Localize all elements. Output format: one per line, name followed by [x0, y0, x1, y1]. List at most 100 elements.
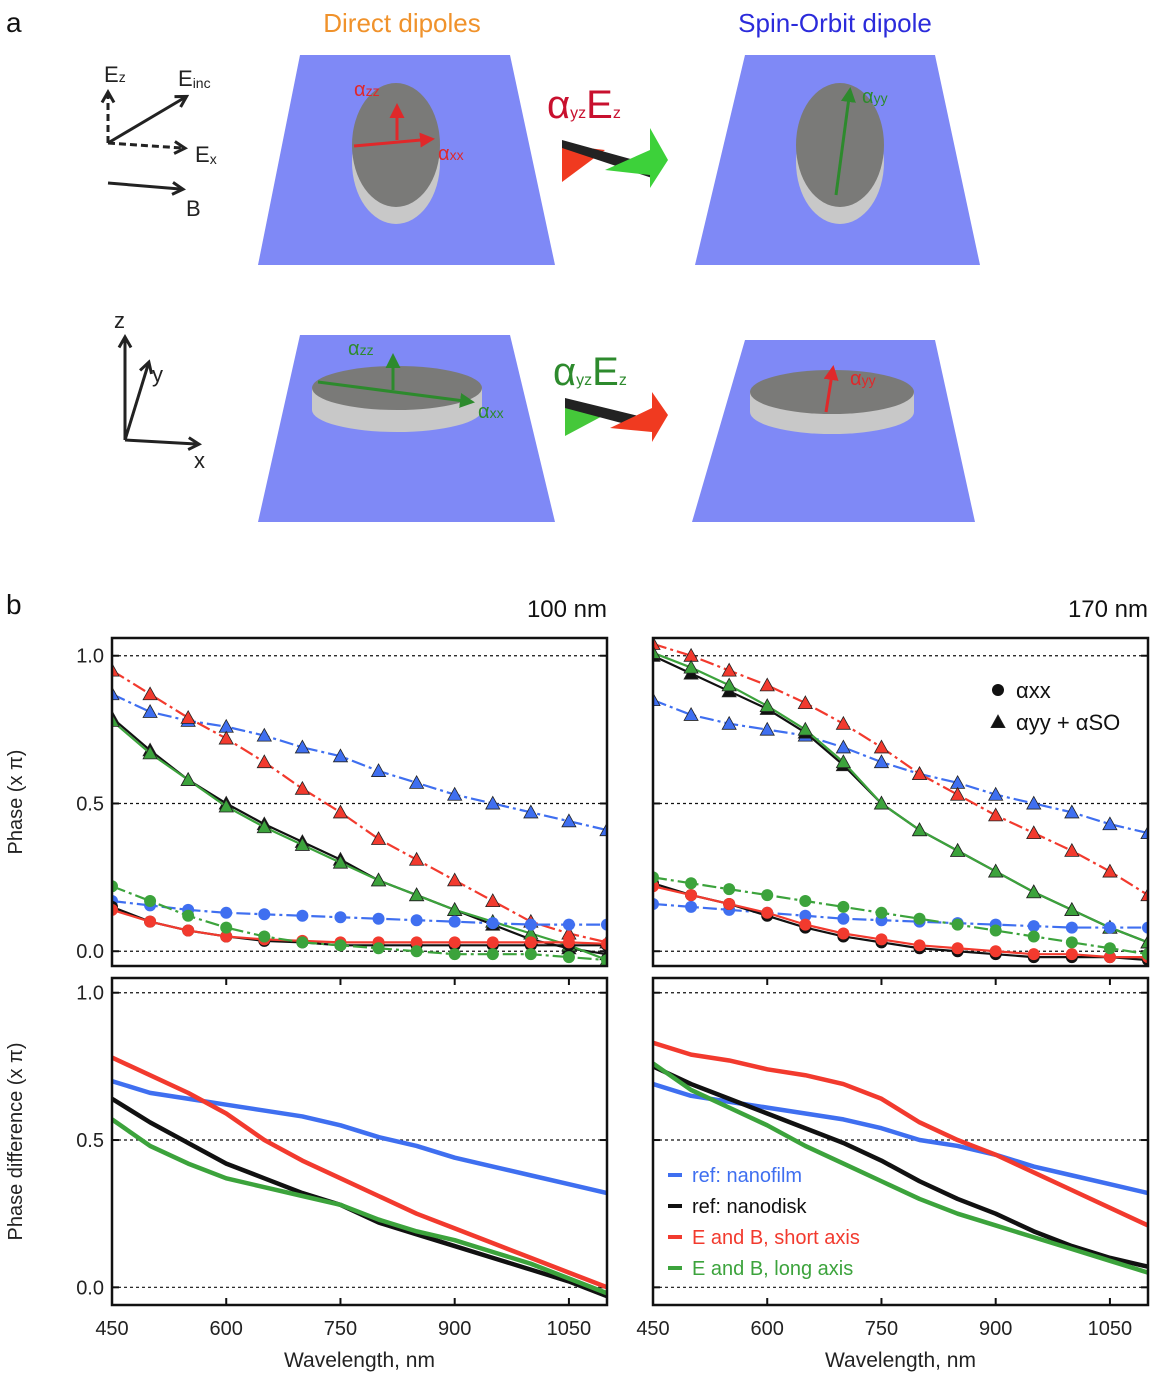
- data-point: [256, 727, 272, 742]
- dipole-label: αzz: [348, 338, 374, 360]
- data-point: [683, 707, 699, 721]
- data-point: [561, 813, 577, 828]
- y-tick-label: 0.0: [76, 941, 104, 963]
- data-point: [370, 872, 387, 887]
- x-axis-label: Wavelength, nm: [825, 1349, 976, 1372]
- data-point: [144, 915, 157, 928]
- data-point: [1103, 921, 1116, 934]
- data-point: [989, 945, 1002, 958]
- data-point: [837, 927, 850, 940]
- plot-frame: [110, 636, 609, 968]
- plot-area: [653, 1040, 1148, 1275]
- data-point: [685, 900, 698, 913]
- data-point: [797, 695, 813, 710]
- data-point: [486, 948, 499, 961]
- data-point: [142, 686, 158, 701]
- data-point: [256, 754, 272, 769]
- data-point: [721, 677, 737, 692]
- data-point: [218, 730, 234, 745]
- data-point: [486, 936, 499, 949]
- data-point: [911, 766, 928, 780]
- data-point: [294, 739, 311, 754]
- data-point: [562, 951, 575, 964]
- data-point: [913, 912, 926, 925]
- data-point: [332, 748, 349, 763]
- data-point: [1027, 920, 1040, 933]
- y-tick-label: 1.0: [76, 983, 104, 1005]
- series-line: [112, 1117, 607, 1296]
- data-point: [523, 804, 539, 819]
- x-tick-label: 900: [979, 1318, 1012, 1340]
- data-point: [220, 930, 233, 943]
- data-point: [258, 908, 271, 921]
- data-point: [447, 872, 463, 887]
- data-point: [1140, 825, 1148, 840]
- data-point: [835, 754, 852, 769]
- data-point: [180, 709, 196, 724]
- data-point: [988, 863, 1004, 878]
- data-point: [759, 721, 775, 736]
- data-point: [721, 715, 737, 730]
- data-point: [332, 854, 349, 869]
- data-point: [296, 909, 309, 922]
- data-point: [410, 914, 423, 927]
- data-point: [1026, 825, 1042, 840]
- data-point: [112, 686, 120, 701]
- data-point: [332, 804, 349, 819]
- data-point: [988, 807, 1004, 822]
- data-point: [112, 880, 118, 893]
- data-point: [562, 918, 575, 931]
- data-point: [408, 887, 425, 902]
- data-point: [410, 936, 423, 949]
- data-point: [653, 692, 661, 707]
- series-line: [112, 908, 607, 945]
- series-line: [653, 651, 1148, 944]
- data-point: [220, 921, 233, 934]
- data-point: [949, 786, 966, 801]
- data-point: [759, 698, 775, 712]
- dipole-label: αxx: [478, 401, 504, 423]
- coupling-label: αyzEz: [553, 350, 627, 394]
- data-point: [685, 877, 698, 890]
- series-line: [653, 885, 1148, 959]
- data-point: [218, 718, 234, 733]
- data-point: [723, 897, 736, 910]
- series-line: [653, 1064, 1148, 1269]
- data-point: [761, 889, 774, 902]
- legend-label: E and B, long axis: [692, 1258, 853, 1280]
- data-point: [372, 912, 385, 925]
- x-tick-label: 1050: [1088, 1318, 1133, 1340]
- dipole-arrow: [317, 87, 856, 413]
- data-point: [1064, 902, 1080, 916]
- legend-label: αxx: [1016, 678, 1051, 703]
- data-point: [799, 894, 812, 907]
- legend-marker: [990, 714, 1006, 728]
- data-point: [562, 936, 575, 949]
- data-point: [837, 912, 850, 925]
- y-tick-label: 0.5: [76, 1130, 104, 1152]
- data-point: [601, 937, 607, 950]
- data-point: [182, 924, 195, 937]
- data-point: [142, 704, 158, 718]
- data-point: [180, 772, 196, 786]
- coupling-arrow: [610, 392, 668, 442]
- data-point: [1027, 930, 1040, 943]
- data-point: [1065, 921, 1078, 934]
- panel-title: Spin-Orbit dipole: [738, 8, 932, 38]
- plot-frame: [110, 976, 609, 1307]
- data-point: [294, 837, 311, 851]
- data-point: [835, 739, 852, 754]
- data-point: [601, 918, 607, 931]
- data-point: [1026, 795, 1042, 810]
- data-point: [951, 918, 964, 931]
- data-point: [485, 795, 501, 810]
- legend-marker: [992, 684, 1004, 696]
- y-tick-label: 0.0: [76, 1277, 104, 1299]
- panel-title: Direct dipoles: [323, 8, 481, 38]
- x-tick-label: 1050: [547, 1318, 592, 1340]
- data-point: [448, 948, 461, 961]
- data-point: [1026, 884, 1042, 899]
- data-point: [951, 942, 964, 955]
- field-label: B: [186, 196, 201, 221]
